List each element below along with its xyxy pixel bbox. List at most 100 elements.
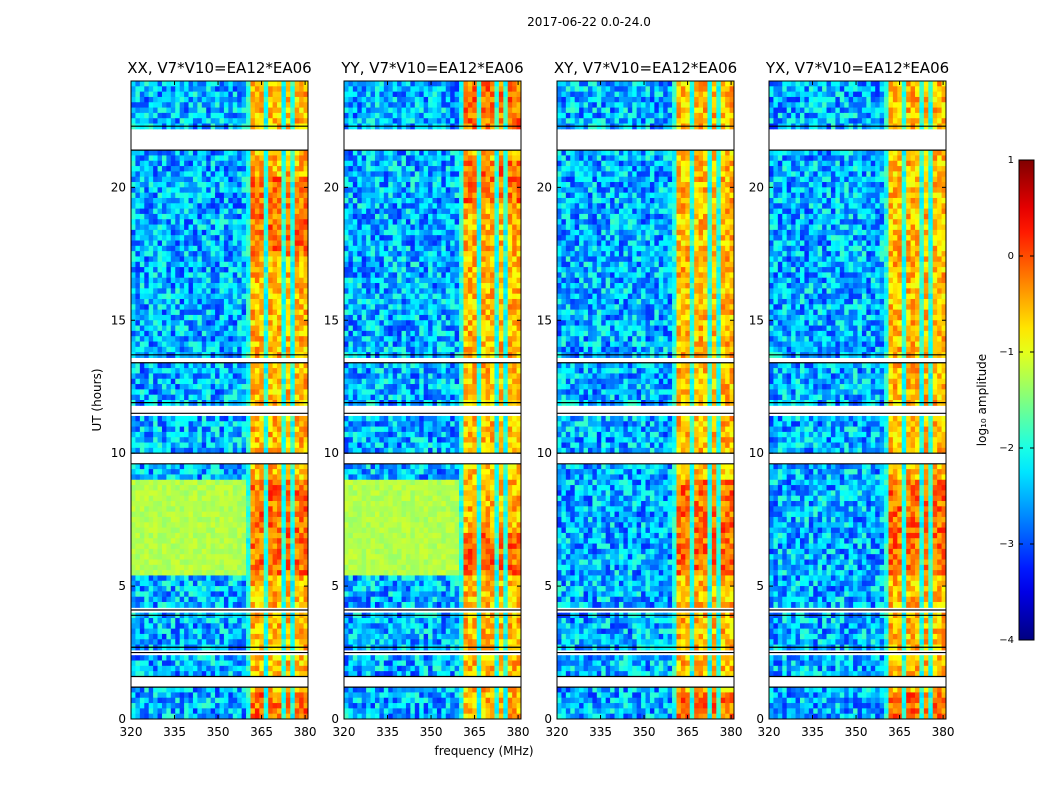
heatmap-cell: [237, 363, 242, 369]
heatmap-cell: [246, 421, 251, 427]
heatmap-cell: [224, 384, 229, 390]
heatmap-cell: [202, 102, 207, 108]
heatmap-cell: [273, 591, 278, 597]
heatmap-cell: [233, 639, 238, 645]
heatmap-cell: [184, 150, 189, 156]
heatmap-cell: [158, 549, 163, 555]
heatmap-cell: [290, 102, 295, 108]
heatmap-cell: [273, 586, 278, 592]
heatmap-cell: [166, 432, 171, 438]
heatmap-cell: [433, 97, 438, 103]
heatmap-cell: [140, 517, 145, 523]
heatmap-cell: [158, 506, 163, 512]
heatmap-cell: [144, 512, 149, 518]
heatmap-cell: [197, 241, 202, 247]
heatmap-cell: [197, 528, 202, 534]
heatmap-cell: [180, 342, 185, 348]
heatmap-cell: [228, 554, 233, 560]
heatmap-cell: [286, 315, 291, 321]
heatmap-cell: [250, 533, 255, 539]
heatmap-cell: [277, 421, 282, 427]
heatmap-cell: [281, 490, 286, 496]
heatmap-cell: [255, 496, 260, 502]
heatmap-cell: [233, 262, 238, 268]
heatmap-cell: [166, 241, 171, 247]
heatmap-cell: [144, 703, 149, 709]
heatmap-cell: [273, 326, 278, 332]
heatmap-cell: [149, 629, 154, 635]
heatmap-cell: [193, 591, 198, 597]
heatmap-cell: [273, 155, 278, 161]
heatmap-cell: [246, 443, 251, 449]
heatmap-cell: [206, 661, 211, 667]
heatmap-cell: [206, 533, 211, 539]
heatmap-cell: [140, 538, 145, 544]
heatmap-cell: [180, 575, 185, 581]
heatmap-cell: [242, 395, 247, 401]
heatmap-cell: [135, 315, 140, 321]
heatmap-cell: [131, 373, 136, 379]
heatmap-cell: [233, 294, 238, 300]
heatmap-cell: [366, 166, 371, 172]
heatmap-cell: [206, 315, 211, 321]
heatmap-cell: [437, 102, 442, 108]
heatmap-cell: [175, 395, 180, 401]
heatmap-cell: [512, 166, 517, 172]
heatmap-cell: [268, 379, 273, 385]
heatmap-cell: [211, 512, 216, 518]
heatmap-cell: [184, 480, 189, 486]
heatmap-cell: [237, 496, 242, 502]
heatmap-cell: [406, 113, 411, 119]
heatmap-cell: [171, 315, 176, 321]
heatmap-cell: [149, 618, 154, 624]
heatmap-cell: [131, 187, 136, 193]
heatmap-cell: [224, 187, 229, 193]
heatmap-cell: [433, 92, 438, 98]
heatmap-cell: [277, 262, 282, 268]
heatmap-cell: [237, 698, 242, 704]
heatmap-cell: [215, 246, 220, 252]
heatmap-cell: [255, 490, 260, 496]
heatmap-cell: [299, 570, 304, 576]
heatmap-cell: [171, 485, 176, 491]
heatmap-cell: [250, 389, 255, 395]
heatmap-cell: [250, 288, 255, 294]
heatmap-cell: [259, 538, 264, 544]
heatmap-cell: [189, 368, 194, 374]
heatmap-cell: [250, 320, 255, 326]
heatmap-cell: [140, 549, 145, 555]
heatmap-cell: [299, 92, 304, 98]
heatmap-cell: [233, 342, 238, 348]
heatmap-cell: [220, 623, 225, 629]
heatmap-cell: [264, 166, 269, 172]
heatmap-cell: [153, 203, 158, 209]
heatmap-cell: [281, 395, 286, 401]
heatmap-cell: [184, 81, 189, 87]
heatmap-cell: [281, 517, 286, 523]
heatmap-cell: [180, 315, 185, 321]
heatmap-cell: [184, 331, 189, 337]
heatmap-cell: [224, 235, 229, 241]
heatmap-cell: [290, 363, 295, 369]
heatmap-cell: [499, 102, 504, 108]
heatmap-cell: [135, 496, 140, 502]
heatmap-cell: [180, 278, 185, 284]
heatmap-cell: [281, 198, 286, 204]
heatmap-cell: [433, 155, 438, 161]
heatmap-cell: [202, 108, 207, 114]
heatmap-cell: [246, 203, 251, 209]
heatmap-cell: [144, 150, 149, 156]
heatmap-cell: [237, 187, 242, 193]
heatmap-cell: [206, 368, 211, 374]
heatmap-cell: [286, 108, 291, 114]
heatmap-cell: [144, 549, 149, 555]
heatmap-cell: [211, 304, 216, 310]
heatmap-cell: [242, 256, 247, 262]
heatmap-cell: [268, 528, 273, 534]
heatmap-cell: [140, 469, 145, 475]
heatmap-cell: [295, 182, 300, 188]
heatmap-cell: [149, 464, 154, 470]
heatmap-cell: [233, 92, 238, 98]
heatmap-cell: [237, 639, 242, 645]
